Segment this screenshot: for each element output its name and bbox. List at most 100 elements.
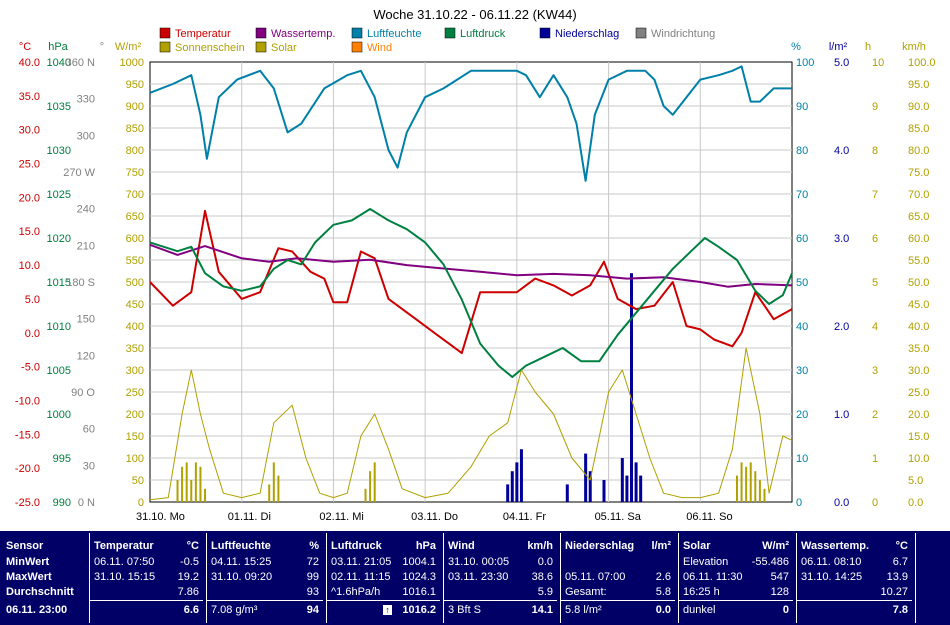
winddir-axis-tick: 0 N: [78, 497, 95, 509]
humidity-axis-tick: 40: [796, 321, 808, 333]
temp-axis-tick: -20.0: [15, 463, 40, 475]
wind-bft: 3 Bft S: [448, 604, 482, 616]
solar-current: 0: [782, 604, 789, 616]
press-min-date: 03.11. 21:05: [331, 556, 392, 568]
bar-sonnenschein: [763, 488, 766, 502]
bar-niederschlag: [565, 484, 569, 502]
x-tick-label: 05.11. Sa: [595, 511, 642, 523]
sun-axis-tick: 6: [872, 233, 878, 245]
bar-sonnenschein: [754, 471, 757, 502]
summary-wassertemp: Wassertemp. °C 06.11. 08:10 6.7 31.10. 14:…: [796, 533, 912, 623]
solar-axis-tick: 50: [132, 475, 144, 487]
bar-sonnenschein: [364, 488, 367, 502]
bar-sonnenschein: [373, 462, 376, 502]
solar-axis-tick: 400: [126, 321, 144, 333]
winddir-axis-tick: 330: [77, 94, 95, 106]
summary-panel: [0, 531, 950, 625]
winddir-axis-tick: 30: [83, 460, 95, 472]
press-min-value: 1004.1: [402, 556, 436, 568]
temp-unit: °C: [186, 540, 199, 552]
press-avg-value: 1016.1: [402, 586, 436, 598]
winddir-axis-tick: 150: [77, 314, 95, 326]
pressure-axis-tick: 1010: [47, 321, 71, 333]
hum-min-value: 72: [306, 556, 319, 568]
temp-axis-tick: -15.0: [15, 429, 40, 441]
rain-axis-tick: 4.0: [834, 145, 849, 157]
bar-niederschlag: [634, 462, 638, 502]
wind-axis-tick: 20.0: [908, 409, 929, 421]
temp-axis-tick: 35.0: [19, 91, 40, 103]
solar-max-value: 547: [770, 571, 789, 583]
wind-axis-tick: 30.0: [908, 365, 929, 377]
bar-sonnenschein: [277, 475, 280, 502]
legend-label: Temperatur: [175, 28, 231, 40]
wind-axis-tick: 50.0: [908, 277, 929, 289]
rain-axis-unit: l/m²: [829, 41, 848, 53]
temp-current: 6.6: [183, 604, 199, 616]
solar-axis-tick: 850: [126, 123, 144, 135]
humidity-axis-tick: 20: [796, 409, 808, 421]
solar-axis-tick: 950: [126, 79, 144, 91]
wind-axis-tick: 45.0: [908, 299, 929, 311]
wind-axis-tick: 40.0: [908, 321, 929, 333]
solar-sun-hours: 16:25 h: [683, 586, 720, 598]
bar-niederschlag: [602, 480, 606, 502]
sensor-title: Sensor: [6, 540, 44, 552]
summary-empty-cell: [915, 533, 946, 623]
press-title: Luftdruck: [331, 540, 382, 552]
sun-axis-tick: 3: [872, 365, 878, 377]
solar-avg-value: 128: [770, 586, 789, 598]
bar-sonnenschein: [268, 484, 271, 502]
sun-axis-tick: 5: [872, 277, 878, 289]
pressure-axis-tick: 1040: [47, 57, 71, 69]
legend-label: Solar: [271, 42, 297, 54]
wind-min-date: 31.10. 00:05: [448, 556, 510, 568]
humidity-axis-tick: 0: [796, 497, 802, 509]
press-max-value: 1024.3: [402, 571, 436, 583]
series-line-wind: [149, 347, 793, 501]
humidity-axis-tick: 90: [796, 101, 808, 113]
hum-min-date: 04.11. 15:25: [211, 556, 272, 568]
wind-axis-tick: 10.0: [908, 453, 929, 465]
x-tick-label: 01.11. Di: [228, 511, 271, 523]
wind-axis-unit: km/h: [902, 41, 926, 53]
press-trend-arrow-icon: ↑: [383, 605, 392, 615]
solar-axis-tick: 450: [126, 299, 144, 311]
bar-sonnenschein: [190, 480, 193, 502]
wind-unit: km/h: [527, 540, 553, 552]
rain-max-date: 05.11. 07:00: [565, 571, 626, 583]
solar-elevation-value: -55.486: [751, 556, 789, 568]
sensor-avg-label: Durchschnitt: [6, 586, 74, 598]
solar-axis-tick: 300: [126, 365, 144, 377]
bar-niederschlag: [588, 471, 592, 502]
temp-axis-tick: 20.0: [19, 192, 40, 204]
rain-axis-tick: 2.0: [834, 321, 849, 333]
bar-sonnenschein: [745, 466, 748, 502]
bar-niederschlag: [506, 484, 510, 502]
solar-axis-tick: 200: [126, 409, 144, 421]
rain-axis-tick: 3.0: [834, 233, 849, 245]
bar-sonnenschein: [272, 462, 275, 502]
solar-elevation-label: Elevation: [683, 556, 729, 568]
temp-axis-tick: 10.0: [19, 260, 40, 272]
solar-axis-tick: 600: [126, 233, 144, 245]
summary-temperatur: Temperatur °C 06.11. 07:50 -0.5 31.10. 15:…: [89, 533, 203, 623]
temp-axis-unit: °C: [19, 41, 31, 53]
winddir-axis-tick: 300: [77, 130, 95, 142]
solar-max-date: 06.11. 11:30: [683, 571, 743, 583]
pressure-axis-tick: 1000: [47, 409, 71, 421]
hum-current: 94: [306, 604, 319, 616]
series-line-luftfeuchte: [149, 65, 792, 182]
solar-state: dunkel: [683, 604, 716, 616]
winddir-axis-tick: 90 O: [71, 387, 95, 399]
bar-sonnenschein: [194, 462, 197, 502]
bar-sonnenschein: [740, 462, 743, 502]
temp-max-value: 19.2: [177, 571, 199, 583]
pressure-axis-tick: 1020: [47, 233, 71, 245]
wind-axis-tick: 65.0: [908, 211, 929, 223]
wind-axis-tick: 0.0: [908, 497, 923, 509]
rain-current: 0.0: [655, 604, 671, 616]
wind-axis-tick: 15.0: [908, 431, 929, 443]
wind-axis-tick: 85.0: [908, 123, 929, 135]
wind-axis-tick: 90.0: [908, 101, 929, 113]
